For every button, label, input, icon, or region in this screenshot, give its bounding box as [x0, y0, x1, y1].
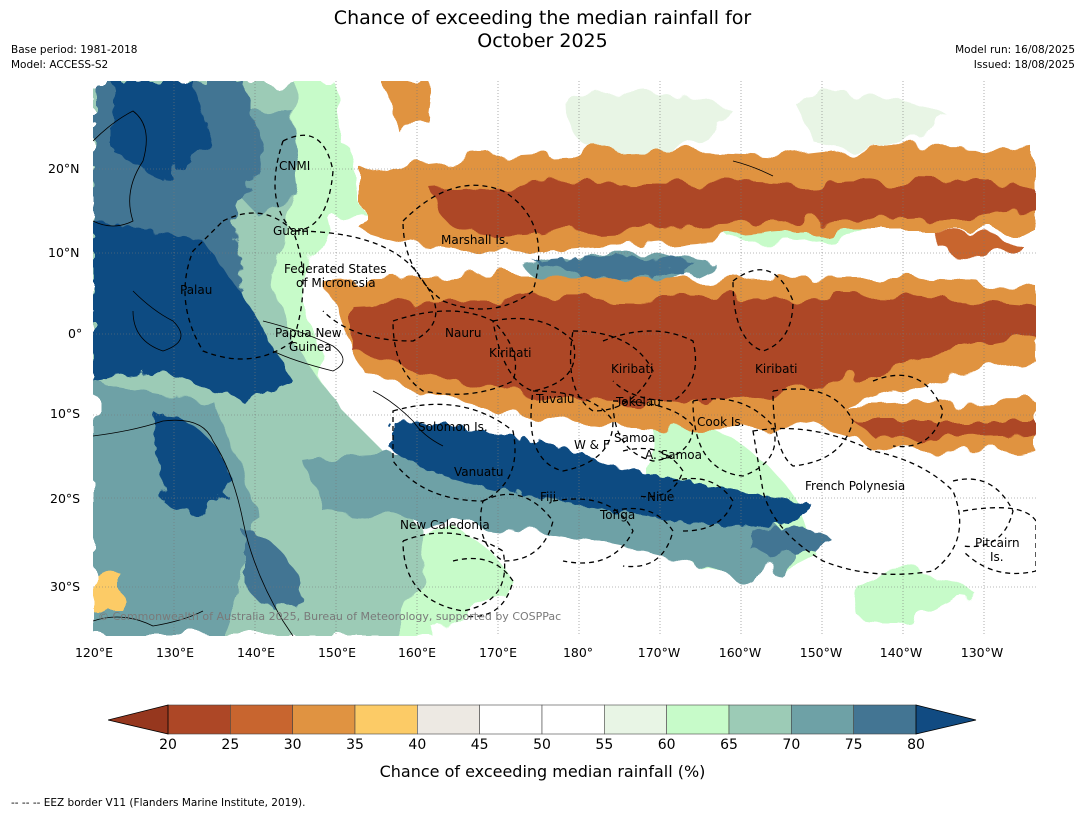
base-period: Base period: 1981-2018 [11, 44, 138, 56]
map-title: Chance of exceeding the median rainfall … [0, 7, 1085, 53]
label-wallis-futuna: W & F [574, 438, 610, 452]
label-marshall: Marshall Is. [441, 233, 509, 247]
meta-left: Base period: 1981-2018 Model: ACCESS-S2 [11, 43, 137, 73]
colorbar-tick-label: 65 [720, 737, 738, 753]
colorbar-cell [167, 704, 231, 735]
colorbar-cell [541, 704, 605, 735]
colorbar-under-arrow [108, 704, 169, 735]
colorbar-tick-label: 80 [907, 737, 925, 753]
region-labels: CNMI Guam Marshall Is. Federated States … [180, 159, 1020, 564]
lon-label-170e: 170°E [478, 645, 517, 660]
lat-label-20s: 20°S [50, 491, 81, 506]
issued-date: Issued: 18/08/2025 [973, 59, 1075, 71]
label-fsm-1: Federated States [284, 262, 386, 276]
lon-label-160w: 160°W [718, 645, 762, 660]
colorbar-cells [167, 704, 917, 735]
colorbar-cell [354, 704, 418, 735]
colorbar-cell [728, 704, 792, 735]
graticule [93, 81, 1036, 636]
lon-label-120e: 120°E [74, 645, 113, 660]
colorbar-tick-label: 35 [346, 737, 364, 753]
lon-label-180: 180° [562, 645, 594, 660]
lon-label-140w: 140°W [879, 645, 923, 660]
label-new-caledonia: New Caledonia [400, 518, 490, 532]
colorbar-label: Chance of exceeding median rainfall (%) [379, 762, 706, 781]
colorbar-tick-label: 70 [782, 737, 801, 753]
coastlines [93, 110, 774, 636]
label-palau: Palau [180, 283, 212, 297]
lon-label-130w: 130°W [960, 645, 1004, 660]
meta-right: Model run: 16/08/2025 Issued: 18/08/2025 [955, 43, 1075, 73]
colorbar [108, 704, 977, 735]
map-canvas: CNMI Guam Marshall Is. Federated States … [93, 81, 1036, 636]
colorbar-cell [666, 704, 730, 735]
colorbar-tick-label: 25 [221, 737, 240, 753]
model-name: Model: ACCESS-S2 [11, 59, 109, 71]
model-run: Model run: 16/08/2025 [955, 44, 1075, 56]
label-kiribati-east: Kiribati [755, 362, 797, 376]
lat-label-20n: 20°N [48, 161, 80, 176]
colorbar-tick-label: 55 [595, 737, 614, 753]
label-fsm-2: of Micronesia [296, 276, 376, 290]
label-pitcairn-1: Pitcairn [975, 536, 1020, 550]
colorbar-cell [292, 704, 356, 735]
rainfall-field-wet [93, 81, 1028, 608]
colorbar-tick-label: 45 [470, 737, 489, 753]
colorbar-tick-label: 75 [844, 737, 863, 753]
lon-label-150e: 150°E [317, 645, 356, 660]
label-png-1: Papua New [275, 326, 342, 340]
label-guam: Guam [273, 224, 309, 238]
label-png-2: Guinea [289, 340, 332, 354]
label-samoa: Samoa [614, 431, 655, 445]
lat-label-0: 0° [68, 326, 83, 341]
label-cnmi: CNMI [279, 159, 310, 173]
label-kiribati-central: Kiribati [611, 362, 653, 376]
lon-label-170w: 170°W [637, 645, 681, 660]
label-nauru: Nauru [445, 326, 481, 340]
colorbar-cell [479, 704, 543, 735]
lon-label-140e: 140°E [236, 645, 275, 660]
lon-label-150w: 150°W [799, 645, 843, 660]
label-french-polynesia: French Polynesia [805, 479, 905, 493]
label-tokelau: Tokelau [615, 395, 661, 409]
lat-label-10s: 10°S [50, 406, 81, 421]
lon-label-160e: 160°E [397, 645, 436, 660]
label-pitcairn-2: Is. [990, 550, 1004, 564]
colorbar-tick-label: 50 [533, 737, 551, 753]
lat-label-10n: 10°N [48, 245, 80, 260]
colorbar-cell [417, 704, 480, 735]
colorbar-tick-label: 40 [408, 737, 427, 753]
colorbar-cell [230, 704, 293, 735]
label-cook: Cook Is. [697, 415, 744, 429]
colorbar-cell [604, 704, 667, 735]
colorbar-cell [853, 704, 917, 735]
rainfall-map: CNMI Guam Marshall Is. Federated States … [93, 81, 1036, 636]
eez-borders [184, 134, 1036, 618]
label-vanuatu: Vanuatu [454, 465, 504, 479]
colorbar-tick-label: 20 [159, 737, 177, 753]
lon-label-130e: 130°E [155, 645, 194, 660]
colorbar-over-arrow [915, 704, 977, 735]
label-niue: Niue [647, 490, 674, 504]
label-american-samoa: A. Samoa [645, 448, 702, 462]
label-kiribati-west: Kiribati [489, 346, 531, 360]
label-solomon: Solomon Is. [418, 420, 488, 434]
colorbar-tick-label: 60 [657, 737, 676, 753]
copyright-notice: © Commonwealth of Australia 2025, Bureau… [98, 610, 562, 623]
title-line-2: October 2025 [477, 30, 608, 52]
label-tonga: Tonga [599, 508, 635, 522]
lat-label-30s: 30°S [50, 579, 81, 594]
label-tuvalu: Tuvalu [535, 392, 575, 406]
eez-legend-note: -- -- -- EEZ border V11 (Flanders Marine… [11, 797, 306, 809]
label-fiji: Fiji [540, 490, 556, 504]
colorbar-cell [791, 704, 854, 735]
colorbar-tick-label: 30 [283, 737, 302, 753]
title-line-1: Chance of exceeding the median rainfall … [333, 7, 752, 29]
rainfall-field-dry [93, 81, 1036, 611]
